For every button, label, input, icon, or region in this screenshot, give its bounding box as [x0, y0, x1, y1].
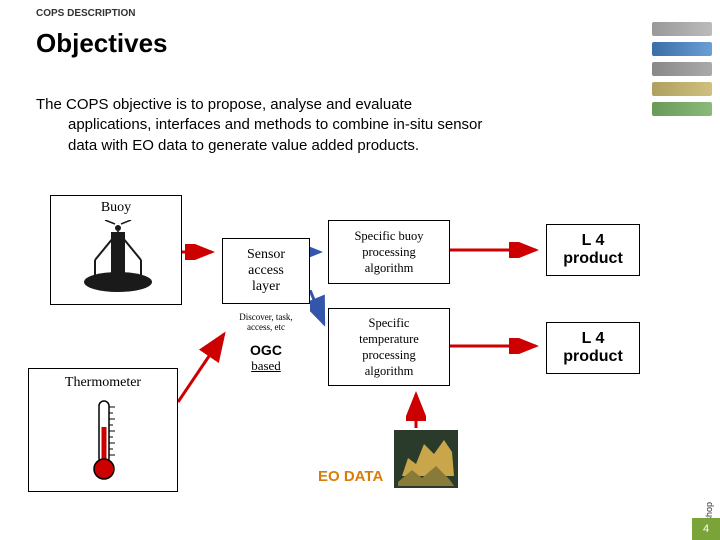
eo-data-label: EO DATA — [318, 468, 383, 485]
ogc-line-1: OGC — [222, 342, 310, 358]
arrow-sensor-to-proc2 — [310, 290, 332, 332]
arrow-sensor-to-proc1 — [310, 244, 330, 260]
proc1-line-1: Specific buoy — [354, 228, 423, 244]
buoy-icon — [75, 220, 161, 296]
logo-vaisala — [652, 102, 712, 116]
arrow-eo-to-proc — [406, 388, 426, 432]
partner-logos — [642, 22, 712, 116]
discover-line-1: Discover, task, — [222, 312, 310, 322]
body-line-2: applications, interfaces and methods to … — [36, 115, 606, 135]
proc2-line-2: temperature — [359, 331, 419, 347]
proc2-line-1: Specific — [369, 315, 410, 331]
thermometer-box: Thermometer — [28, 368, 178, 492]
body-text: The COPS objective is to propose, analys… — [36, 95, 606, 156]
logo-partner-4 — [652, 82, 712, 96]
arrow-thermo-to-sensor — [178, 330, 234, 410]
page-title: Objectives — [36, 28, 168, 59]
l4-product-box-1: L 4 product — [546, 224, 640, 276]
proc1-line-3: algorithm — [365, 260, 414, 276]
sensor-line-1: Sensor — [247, 247, 285, 263]
logo-indra — [652, 22, 712, 36]
ogc-note: OGC based — [222, 342, 310, 374]
proc2-line-4: algorithm — [365, 363, 414, 379]
l4a-line-1: L 4 — [582, 232, 605, 250]
temperature-processing-box: Specific temperature processing algorith… — [328, 308, 450, 386]
buoy-box: Buoy — [50, 195, 182, 305]
l4-product-box-2: L 4 product — [546, 322, 640, 374]
buoy-label: Buoy — [51, 200, 181, 216]
arrow-proc2-to-l4b — [450, 338, 546, 354]
discover-line-2: access, etc — [222, 322, 310, 332]
logo-vtt — [652, 62, 712, 76]
section-header: COPS DESCRIPTION — [36, 8, 135, 19]
l4b-line-1: L 4 — [582, 330, 605, 348]
page-number: 4 — [692, 518, 720, 540]
l4a-line-2: product — [563, 250, 623, 268]
body-line-3: data with EO data to generate value adde… — [36, 136, 606, 156]
sensor-access-layer-box: Sensor access layer — [222, 238, 310, 304]
body-line-1: The COPS objective is to propose, analys… — [36, 96, 412, 113]
ogc-line-2: based — [222, 358, 310, 374]
sensor-line-2: access — [248, 263, 284, 279]
slide: COPS DESCRIPTION Objectives The COPS obj… — [0, 0, 720, 540]
thermometer-label: Thermometer — [29, 375, 177, 391]
logo-spacesystems — [652, 42, 712, 56]
proc2-line-3: processing — [362, 347, 415, 363]
sensor-line-3: layer — [252, 279, 280, 295]
l4b-line-2: product — [563, 348, 623, 366]
arrow-proc1-to-l4a — [450, 242, 546, 258]
arrow-buoy-to-sensor — [182, 244, 222, 260]
buoy-processing-box: Specific buoy processing algorithm — [328, 220, 450, 284]
discover-note: Discover, task, access, etc — [222, 312, 310, 332]
thermometer-icon — [89, 397, 119, 485]
proc1-line-2: processing — [362, 244, 415, 260]
eo-data-icon — [394, 430, 458, 488]
